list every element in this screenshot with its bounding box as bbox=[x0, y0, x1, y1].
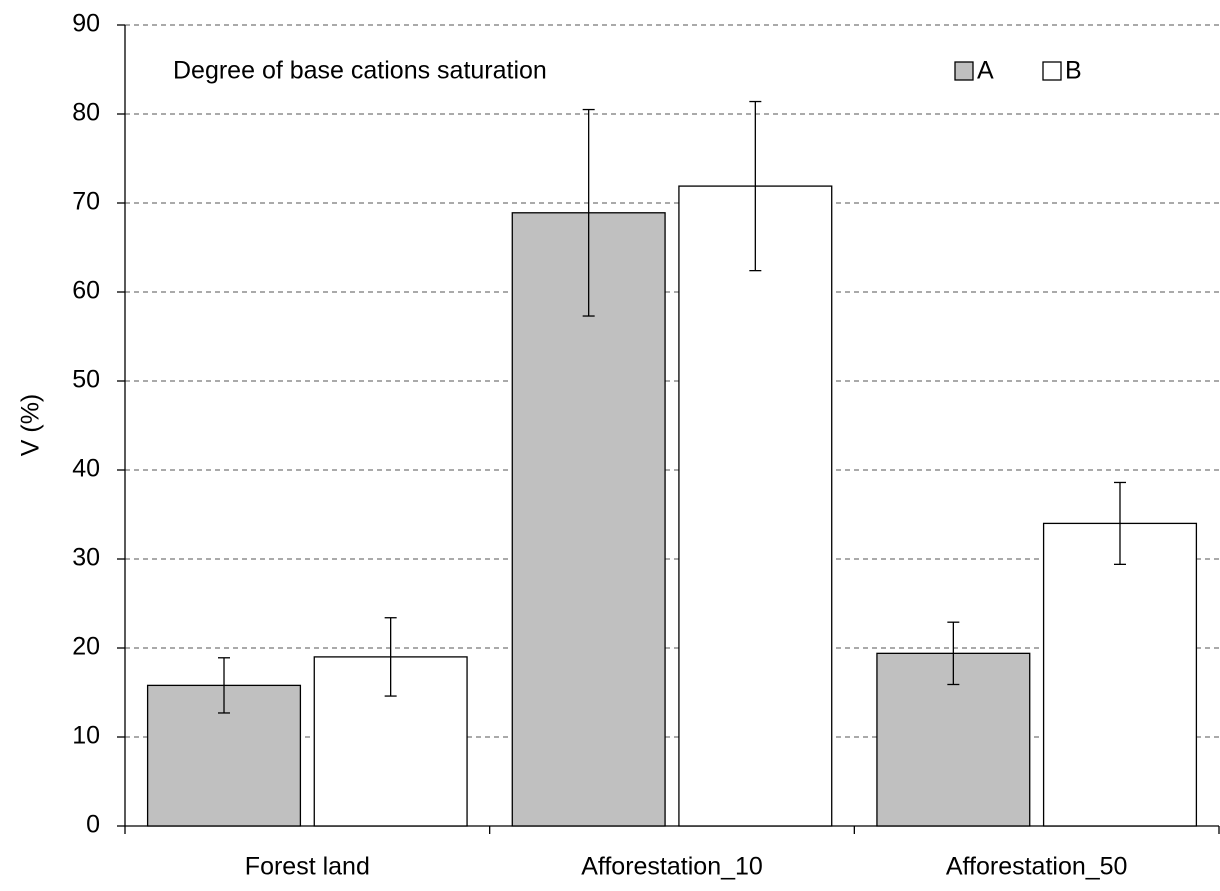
y-tick-label: 20 bbox=[72, 633, 100, 661]
bar bbox=[678, 185, 833, 827]
y-tick-label: 0 bbox=[86, 811, 100, 839]
chart-title: Degree of base cations saturation bbox=[173, 57, 547, 85]
y-tick-label: 50 bbox=[72, 366, 100, 394]
legend-label: B bbox=[1065, 57, 1082, 85]
legend-swatch bbox=[954, 61, 974, 81]
y-tick-label: 40 bbox=[72, 455, 100, 483]
y-tick-label: 90 bbox=[72, 10, 100, 38]
bar bbox=[1042, 522, 1198, 827]
x-tick-label: Afforestation_50 bbox=[946, 853, 1128, 881]
y-tick-label: 70 bbox=[72, 188, 100, 216]
y-tick-label: 10 bbox=[72, 722, 100, 750]
legend-label: A bbox=[977, 57, 994, 85]
error-bar bbox=[384, 617, 397, 697]
y-tick-label: 30 bbox=[72, 544, 100, 572]
error-bar bbox=[1113, 481, 1126, 565]
error-bar bbox=[218, 657, 231, 714]
y-axis-label: V (%) bbox=[17, 394, 45, 457]
error-bar bbox=[582, 108, 595, 317]
legend-swatch bbox=[1042, 61, 1062, 81]
error-bar bbox=[749, 100, 762, 272]
x-tick-label: Afforestation_10 bbox=[581, 853, 763, 881]
error-bar bbox=[947, 621, 960, 686]
y-tick-label: 80 bbox=[72, 99, 100, 127]
x-tick-label: Forest land bbox=[245, 853, 370, 881]
y-tick-label: 60 bbox=[72, 277, 100, 305]
